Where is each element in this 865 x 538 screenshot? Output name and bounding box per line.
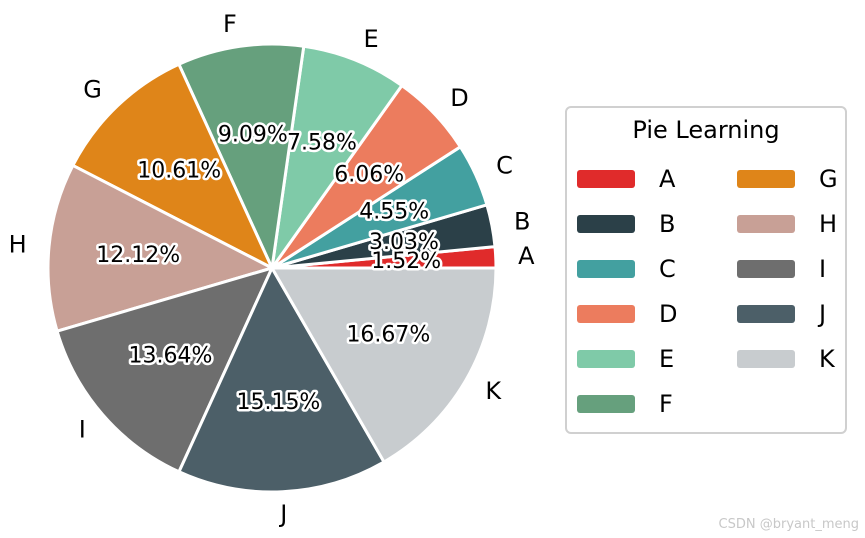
- legend-label-e: E: [659, 345, 675, 373]
- pie-slice-j: [177, 266, 386, 494]
- legend-label-k: K: [819, 345, 835, 373]
- slice-label-a: A: [518, 242, 535, 270]
- pie-slice-i: [55, 266, 274, 474]
- pct-label-e: 7.58%: [287, 131, 357, 156]
- legend-label-h: H: [819, 210, 838, 238]
- slice-label-h: H: [9, 231, 27, 259]
- slice-labels: ABC D E F G H I J K: [9, 10, 535, 528]
- legend-label-i: I: [819, 255, 827, 283]
- legend-swatch-a: [577, 170, 635, 188]
- pct-label-k: 16.67%: [346, 323, 430, 348]
- pct-label-h: 12.12%: [96, 243, 180, 268]
- pct-label-i: 13.64%: [129, 344, 213, 369]
- pct-label-j: 15.15%: [236, 390, 320, 415]
- pie-slice-h: [46, 163, 274, 333]
- pct-label-a: 1.52%: [371, 249, 441, 274]
- slice-label-e: E: [363, 25, 378, 53]
- slice-label-f: F: [223, 10, 237, 38]
- legend-swatch-b: [577, 215, 635, 233]
- legend-label-j: J: [819, 300, 827, 328]
- legend-swatch-c: [577, 260, 635, 278]
- watermark: CSDN @bryant_meng: [718, 517, 859, 532]
- pct-label-g: 10.61%: [137, 158, 221, 183]
- legend-swatch-e: [577, 350, 635, 368]
- slice-label-c: C: [496, 152, 513, 180]
- legend-swatch-k: [737, 350, 795, 368]
- slice-label-d: D: [450, 84, 468, 112]
- legend-swatch-i: [737, 260, 795, 278]
- pie-slice-e: [270, 44, 404, 270]
- legend-label-b: B: [659, 210, 676, 238]
- legend-label-d: D: [659, 300, 678, 328]
- slice-label-k: K: [485, 377, 502, 405]
- legend-title: Pie Learning: [632, 116, 780, 144]
- pie-slices: [46, 42, 498, 494]
- slice-label-g: G: [83, 76, 102, 104]
- pct-label-d: 6.06%: [334, 163, 404, 188]
- legend-label-g: G: [819, 165, 838, 193]
- legend-label-f: F: [659, 390, 673, 418]
- pct-label-b: 3.03%: [369, 230, 439, 255]
- legend-swatch-f: [577, 395, 635, 413]
- legend-label-a: A: [659, 165, 676, 193]
- slice-label-i: I: [79, 415, 86, 443]
- pct-label-c: 4.55%: [359, 200, 429, 225]
- slice-label-j: J: [278, 500, 287, 528]
- pie-slice-k: [270, 266, 498, 464]
- pie-slice-f: [177, 42, 306, 270]
- legend-swatch-h: [737, 215, 795, 233]
- legend-swatch-j: [737, 305, 795, 323]
- legend-swatch-d: [577, 305, 635, 323]
- pct-label-f: 9.09%: [218, 122, 288, 147]
- percentage-labels: 1.52%3.03% 4.55% 6.06% 7.58%9.09% 10.61% 12.1…: [94, 120, 444, 417]
- legend-label-c: C: [659, 255, 676, 283]
- pie-slice-g: [71, 62, 274, 270]
- slice-label-b: B: [514, 207, 530, 235]
- legend-swatch-g: [737, 170, 795, 188]
